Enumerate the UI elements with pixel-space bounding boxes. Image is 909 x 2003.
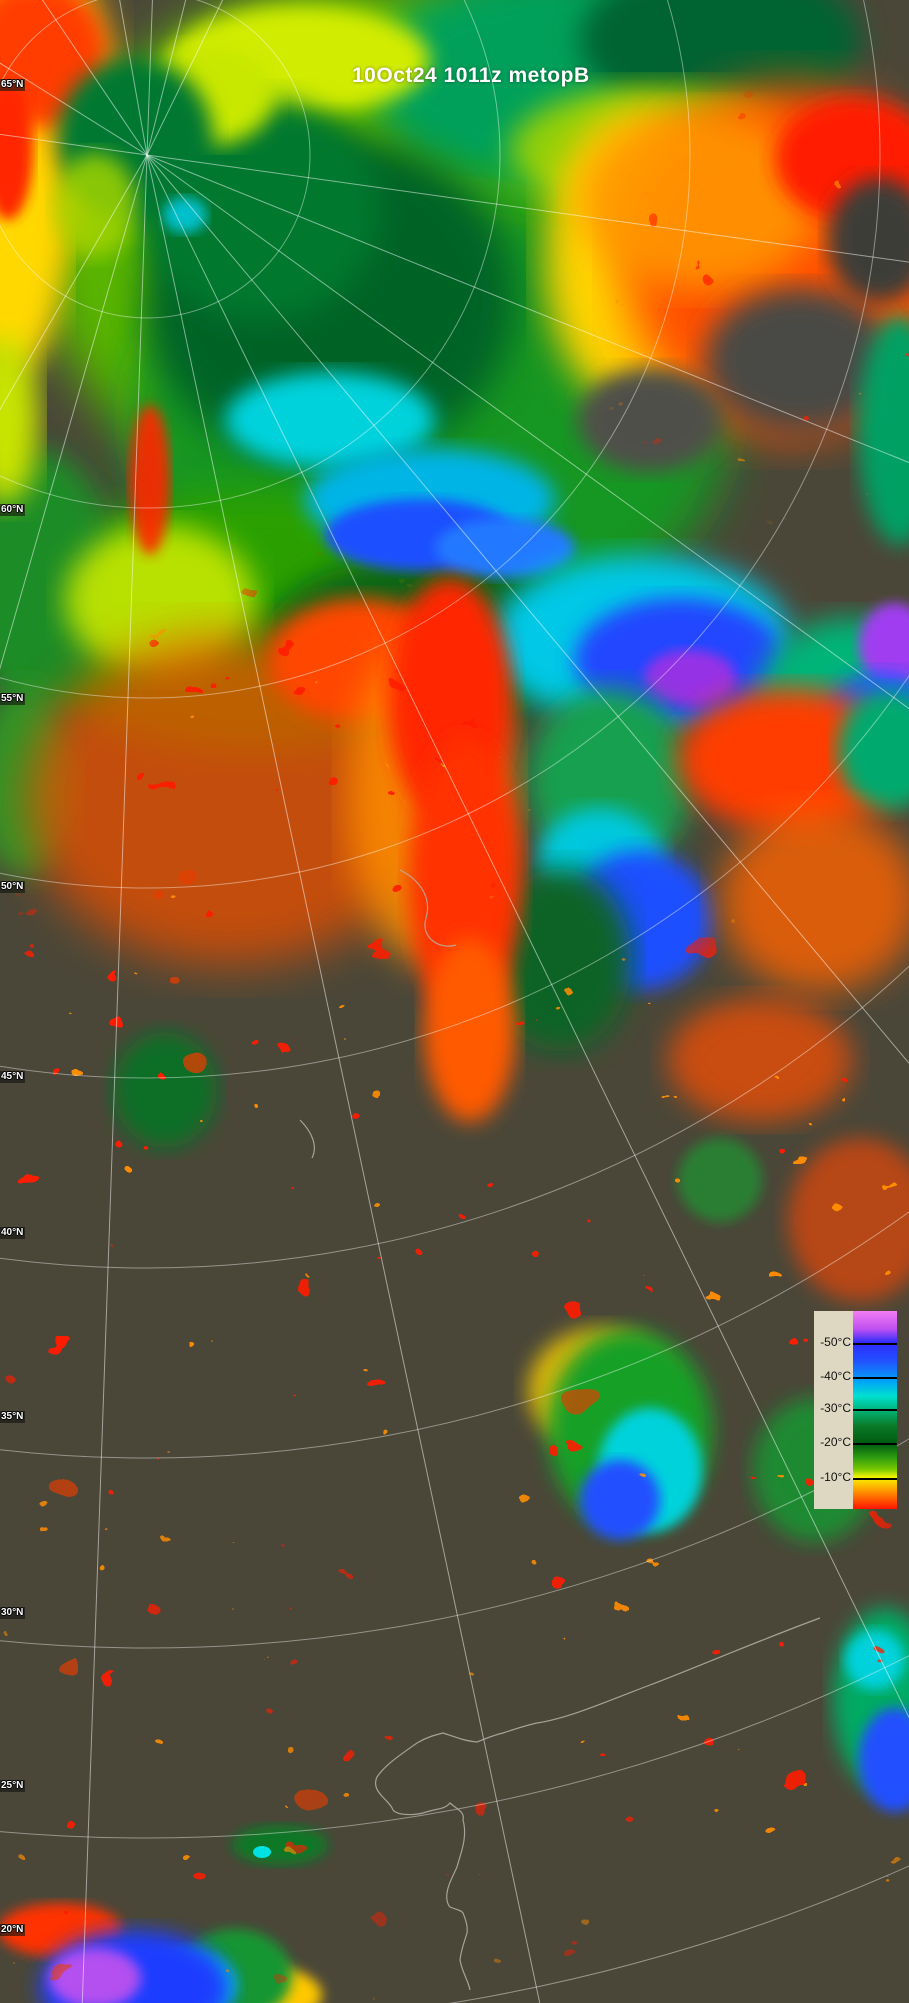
map-title: 10Oct24 1011z metopB (352, 64, 590, 87)
legend-label: -40°C (820, 1369, 851, 1383)
legend-label: -50°C (820, 1335, 851, 1349)
coastlines (299, 869, 821, 1991)
latitude-label: 65°N (0, 79, 26, 91)
latitude-label: 60°N (0, 504, 26, 516)
legend-tick (853, 1443, 897, 1445)
legend-tick (853, 1343, 897, 1345)
legend-label: -10°C (820, 1470, 851, 1484)
latitude-label: 20°N (0, 1924, 26, 1936)
latitude-label: 25°N (0, 1780, 26, 1792)
latitude-label: 45°N (0, 1071, 26, 1083)
legend-tick (853, 1478, 897, 1480)
temperature-color-scale (853, 1311, 897, 1509)
legend-label: -20°C (820, 1435, 851, 1449)
latitude-label: 55°N (0, 693, 26, 705)
temperature-legend-labels: -50°C -40°C -30°C -20°C -10°C (814, 1311, 853, 1509)
latitude-label: 30°N (0, 1607, 26, 1619)
latitude-label: 40°N (0, 1227, 26, 1239)
latitude-label: 50°N (0, 881, 26, 893)
legend-tick (853, 1409, 897, 1411)
legend-label: -30°C (820, 1401, 851, 1415)
latitude-label: 35°N (0, 1411, 26, 1423)
temperature-legend: -50°C -40°C -30°C -20°C -10°C (814, 1311, 897, 1509)
legend-tick (853, 1377, 897, 1379)
